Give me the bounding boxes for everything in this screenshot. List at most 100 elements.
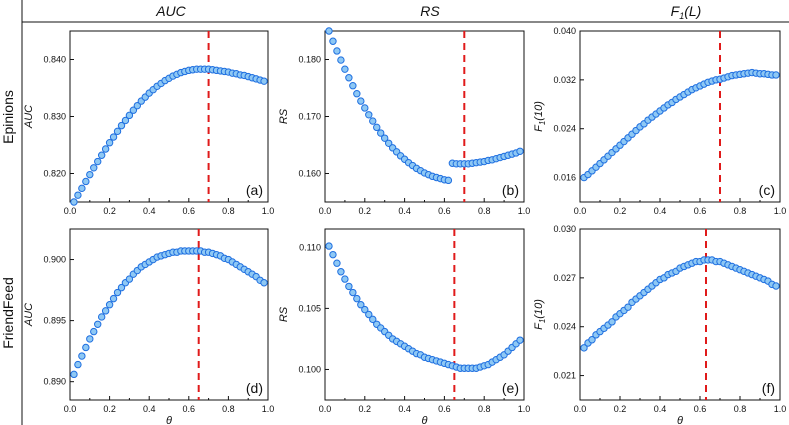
- column-title-auc: AUC: [155, 3, 186, 19]
- data-point: [133, 101, 142, 110]
- panel-c: 0.0 0.2 0.4 0.6 0.8 1.0 0.016 0.024 0.032 0.040 F1…: [533, 26, 786, 216]
- data-point: [341, 65, 349, 73]
- data-point: [101, 145, 110, 153]
- y-axis-label-sub: 1: [538, 121, 547, 125]
- data-point: [325, 242, 333, 250]
- x-axis-label: θ: [677, 415, 683, 425]
- panel-f: 0.0 0.2 0.4 0.6 0.8 1.0 0.021 0.024 0.027 0.030 F1…: [533, 224, 786, 425]
- y-axis-label-rest: (10): [533, 101, 545, 121]
- plot-frame: [579, 228, 781, 401]
- data-point: [105, 301, 114, 309]
- x-tick-label: 1.0: [262, 206, 275, 216]
- data-point: [74, 191, 82, 199]
- data-point: [345, 282, 353, 291]
- x-tick-label: 0.6: [438, 404, 451, 414]
- data-point: [361, 305, 369, 314]
- y-tick-label: 0.895: [43, 316, 66, 326]
- data-point: [121, 116, 130, 125]
- data-point: [349, 288, 357, 297]
- row-label-friendfeed: FriendFeed: [0, 277, 16, 349]
- y-tick-label: 0.900: [43, 255, 66, 265]
- data-point: [772, 71, 780, 79]
- column-title-rs: RS: [420, 3, 440, 19]
- x-tick-label: 0.0: [64, 206, 77, 216]
- data-point: [349, 82, 357, 90]
- y-tick-label: 0.040: [553, 26, 576, 36]
- x-tick-label: 0.0: [319, 404, 332, 414]
- data-point: [516, 336, 524, 344]
- y-axis-label: AUC: [23, 303, 35, 327]
- data-point: [113, 127, 122, 136]
- data-point: [94, 320, 102, 328]
- panel-tag: (f): [762, 380, 775, 396]
- data-point: [588, 336, 596, 344]
- data-point: [369, 315, 377, 324]
- data-point: [329, 250, 337, 259]
- x-tick-label: 0.6: [183, 206, 196, 216]
- data-point: [109, 133, 118, 141]
- plot-frame: [324, 228, 525, 401]
- y-axis-label-rest: (10): [533, 299, 545, 319]
- y-tick-label: 0.024: [553, 124, 576, 134]
- y-tick-label: 0.830: [43, 112, 66, 122]
- data-point: [125, 111, 134, 120]
- y-tick-label: 0.105: [298, 303, 321, 313]
- data-point: [580, 344, 588, 352]
- y-axis-label: AUC: [23, 105, 35, 129]
- data-point: [361, 104, 369, 112]
- x-tick-label: 0.4: [398, 404, 411, 414]
- panel-a: 0.0 0.2 0.4 0.6 0.8 1.0 0.820 0.830 0.840 AUC (a): [23, 30, 275, 216]
- y-tick-label: 0.100: [298, 364, 321, 374]
- data-point: [97, 151, 106, 159]
- data-point: [260, 77, 268, 85]
- data-point: [70, 370, 78, 379]
- data-point: [105, 139, 114, 147]
- panel-tag: (e): [502, 380, 519, 396]
- panel-b: 0.0 0.2 0.4 0.6 0.8 1.0 0.160 0.170 0.180 RS (b): [278, 27, 530, 216]
- column-title-f1-main: F: [671, 3, 681, 19]
- data-point: [70, 198, 78, 206]
- plot-frame: [579, 30, 781, 203]
- x-tick-label: 1.0: [262, 404, 275, 414]
- data-point: [624, 303, 632, 311]
- x-tick-label: 0.4: [654, 206, 667, 216]
- x-tick-label: 0.8: [478, 206, 491, 216]
- x-tick-label: 0.2: [103, 206, 116, 216]
- data-point: [337, 56, 345, 64]
- data-point: [97, 313, 106, 321]
- y-axis-label-main: F: [533, 322, 545, 330]
- y-tick-label: 0.027: [553, 273, 576, 283]
- panels: 0.0 0.2 0.4 0.6 0.8 1.00.8200.8300.840AUC(a)0…: [23, 26, 786, 425]
- panel-tag: (c): [759, 182, 775, 198]
- data-point: [341, 275, 349, 283]
- data-point: [377, 129, 385, 137]
- x-tick-label: 0.8: [734, 404, 747, 414]
- panel-tag: (b): [502, 182, 519, 198]
- y-tick-label: 0.110: [299, 242, 321, 252]
- y-tick-label: 0.820: [43, 169, 66, 179]
- data-point: [357, 97, 365, 105]
- data-point: [772, 282, 780, 290]
- x-tick-label: 0.0: [574, 404, 587, 414]
- data-point: [90, 164, 98, 172]
- y-tick-label: 0.160: [298, 169, 321, 179]
- x-tick-label: 0.8: [478, 404, 491, 414]
- x-tick-label: 0.2: [103, 404, 116, 414]
- data-point: [353, 90, 361, 98]
- data-point: [357, 301, 365, 309]
- data-point: [74, 360, 82, 369]
- data-point: [608, 318, 616, 326]
- plot-frame: [69, 30, 269, 203]
- x-tick-label: 0.8: [222, 206, 235, 216]
- row-label-epinions: Epinions: [0, 90, 16, 144]
- x-tick-label: 0.8: [222, 404, 235, 414]
- data-point: [369, 117, 377, 125]
- x-tick-label: 0.6: [183, 404, 196, 414]
- data-point: [260, 279, 268, 287]
- x-tick-label: 0.0: [319, 206, 332, 216]
- x-tick-label: 0.2: [359, 404, 372, 414]
- data-point: [329, 37, 337, 45]
- data-point: [125, 275, 134, 283]
- x-tick-label: 0.4: [143, 206, 156, 216]
- x-tick-label: 0.8: [734, 206, 747, 216]
